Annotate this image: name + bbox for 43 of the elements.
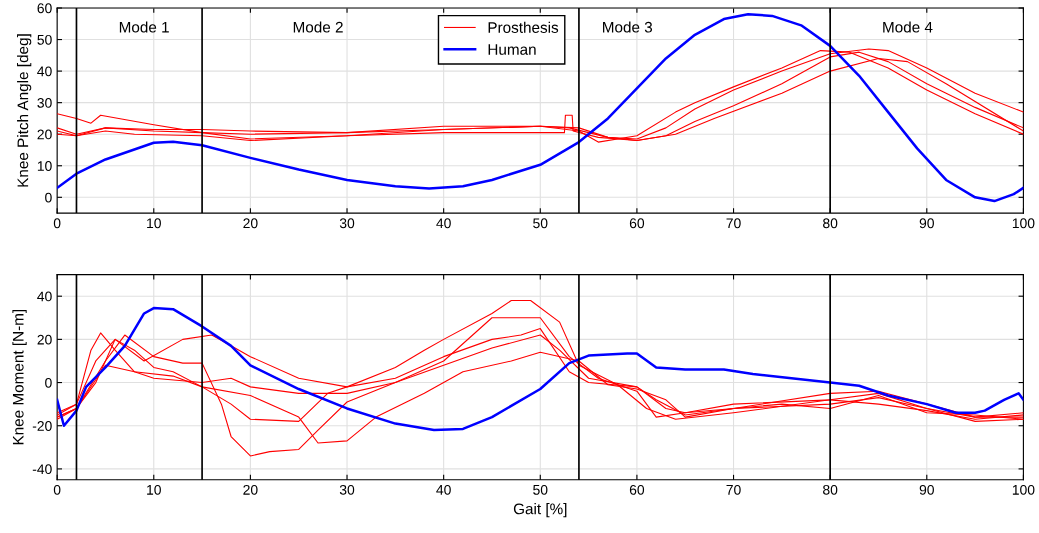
- x-tick-label: 20: [243, 218, 258, 229]
- x-tick-label: 90: [919, 484, 934, 495]
- y-tick-label: 20: [37, 334, 52, 345]
- annotation: Mode 1: [119, 21, 169, 33]
- x-tick-label: 80: [823, 218, 838, 229]
- x-tick-label: 80: [823, 484, 838, 495]
- y-axis-title: Knee Moment [N-m]: [12, 309, 27, 445]
- legend-label: Human: [488, 44, 536, 55]
- y-tick-label: 30: [37, 97, 52, 108]
- y-tick-label: -40: [32, 464, 52, 475]
- y-tick-label: 0: [45, 192, 52, 203]
- x-tick-label: 20: [243, 484, 258, 495]
- x-tick-label: 30: [339, 218, 355, 229]
- x-tick-label: 70: [726, 218, 741, 229]
- y-axis-title: Knee Pitch Angle [deg]: [17, 34, 32, 187]
- y-tick-label: 60: [37, 3, 52, 14]
- x-tick-label: 10: [147, 484, 161, 495]
- legend-label: Prosthesis: [488, 21, 559, 33]
- x-tick-label: 100: [1012, 484, 1035, 495]
- x-tick-label: 0: [53, 218, 61, 229]
- x-tick-label: 100: [1012, 218, 1035, 229]
- y-tick-label: 40: [37, 66, 52, 77]
- x-axis-title: Gait [%]: [513, 503, 567, 518]
- y-tick-label: 40: [37, 291, 52, 302]
- y-tick-label: -20: [32, 421, 52, 431]
- y-tick-label: 50: [37, 34, 52, 45]
- x-tick-label: 90: [919, 218, 934, 229]
- x-tick-label: 70: [726, 484, 741, 495]
- x-tick-label: 50: [533, 218, 548, 229]
- x-tick-label: 40: [436, 484, 451, 495]
- annotation: Mode 4: [883, 21, 933, 33]
- annotation: Mode 3: [603, 21, 653, 33]
- y-tick-label: 0: [45, 377, 52, 388]
- x-tick-label: 50: [533, 484, 548, 495]
- annotation: Mode 2: [293, 21, 343, 33]
- x-tick-label: 40: [436, 218, 451, 229]
- x-tick-label: 60: [629, 484, 645, 495]
- x-tick-label: 10: [147, 218, 161, 229]
- x-tick-label: 60: [629, 218, 645, 229]
- y-tick-label: 20: [37, 129, 52, 140]
- x-tick-label: 30: [339, 484, 355, 495]
- y-tick-label: 10: [37, 161, 52, 171]
- x-tick-label: 0: [53, 484, 61, 495]
